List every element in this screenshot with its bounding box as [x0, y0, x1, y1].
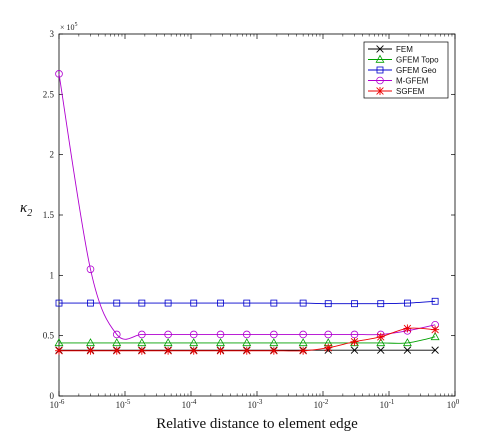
data-point-sgfem [86, 346, 95, 355]
data-point-sgfem [189, 346, 198, 355]
x-tick-label: 10-5 [116, 398, 131, 410]
series-line-gfem-geo [58, 300, 436, 305]
data-point-m-gfem [324, 330, 333, 339]
data-point-gfem-geo [217, 299, 224, 307]
data-point-gfem-geo [403, 299, 411, 307]
data-point-gfem-topo [376, 338, 386, 347]
legend-marker [376, 87, 384, 95]
x-tick-label: 10-2 [314, 398, 329, 410]
data-point-sgfem [242, 346, 251, 355]
data-point-sgfem [350, 337, 359, 346]
data-point-gfem-topo [163, 338, 173, 347]
legend-label: GFEM Topo [396, 56, 439, 65]
data-point-gfem-topo [269, 338, 279, 347]
data-point-sgfem [216, 346, 225, 355]
y-tick-label: 0 [50, 391, 55, 401]
data-point-sgfem [299, 346, 308, 355]
legend-item-gfem-topo: GFEM Topo [368, 54, 439, 65]
data-point-gfem-geo [270, 299, 278, 307]
data-point-sgfem [55, 346, 63, 355]
data-point-sgfem [403, 324, 412, 333]
legend-item-m-gfem: M-GFEM [368, 77, 429, 86]
data-point-gfem-geo [324, 300, 332, 308]
data-point-gfem-geo [243, 299, 251, 307]
y-multiplier: × 105 [60, 22, 78, 32]
data-point-gfem-topo [242, 338, 252, 347]
x-axis-label: Relative distance to element edge [156, 416, 358, 432]
data-point-gfem-topo [430, 332, 440, 341]
data-point-gfem-topo [298, 338, 308, 347]
y-tick-label: 1.5 [43, 210, 55, 220]
data-point-m-gfem [189, 330, 198, 339]
legend-label: M-GFEM [396, 77, 429, 86]
series-line-m-gfem [58, 73, 436, 340]
data-point-gfem-topo [402, 338, 412, 347]
data-point-gfem-geo [164, 299, 172, 307]
data-point-gfem-geo [377, 300, 385, 308]
data-point-gfem-geo [351, 300, 358, 308]
y-tick-label: 3 [50, 29, 55, 39]
data-point-m-gfem [242, 330, 251, 339]
y-tick-label: 1 [50, 270, 55, 280]
data-point-gfem-geo [55, 299, 63, 307]
data-point-fem [403, 346, 412, 354]
data-point-sgfem [269, 346, 278, 355]
data-point-gfem-topo [86, 338, 95, 347]
x-tick-label: 10-6 [50, 398, 65, 410]
data-point-sgfem [112, 346, 121, 355]
y-tick-label: 0.5 [43, 331, 55, 341]
data-point-sgfem [164, 346, 173, 355]
x-tick-label: 10-1 [380, 398, 395, 410]
legend-item-gfem-geo: GFEM Geo [368, 66, 437, 75]
data-point-fem [431, 346, 439, 354]
legend-label: FEM [396, 45, 413, 54]
data-point-sgfem [376, 332, 385, 341]
data-point-m-gfem [55, 70, 63, 78]
data-point-m-gfem [164, 330, 172, 339]
data-point-sgfem [324, 343, 333, 352]
data-point-gfem-topo [112, 338, 122, 347]
data-point-m-gfem [299, 330, 307, 339]
series-line-gfem-topo [58, 336, 436, 344]
data-point-fem [377, 346, 385, 354]
data-point-m-gfem [86, 265, 95, 274]
x-tick-label: 10-3 [248, 398, 263, 410]
data-point-m-gfem [112, 330, 121, 339]
data-point-gfem-geo [87, 299, 94, 307]
data-point-sgfem [137, 346, 146, 355]
legend-marker [375, 54, 385, 63]
data-point-sgfem [431, 325, 440, 334]
data-point-m-gfem [138, 330, 146, 339]
data-point-gfem-geo [431, 297, 439, 305]
data-point-gfem-topo [216, 338, 225, 347]
y-tick-label: 2 [50, 150, 55, 160]
data-point-gfem-topo [54, 338, 64, 347]
legend-marker [376, 45, 384, 53]
data-point-m-gfem [270, 330, 278, 339]
legend-marker [376, 76, 384, 85]
data-point-gfem-geo [138, 299, 146, 307]
data-point-fem [350, 346, 359, 354]
legend-item-fem: FEM [368, 45, 413, 54]
legend-label: SGFEM [396, 87, 425, 96]
data-point-gfem-topo [189, 338, 199, 347]
data-point-gfem-topo [137, 338, 147, 347]
y-axis-label: κ2 [20, 200, 32, 219]
legend-item-sgfem: SGFEM [368, 87, 425, 96]
data-point-gfem-geo [113, 299, 121, 307]
x-tick-label: 100 [447, 398, 460, 410]
data-point-gfem-geo [299, 299, 307, 307]
legend-label: GFEM Geo [396, 66, 437, 75]
data-point-gfem-geo [190, 299, 198, 307]
legend-marker [376, 66, 384, 74]
y-tick-label: 2.5 [43, 89, 55, 99]
data-point-m-gfem [216, 330, 225, 339]
x-tick-label: 10-4 [182, 398, 197, 410]
